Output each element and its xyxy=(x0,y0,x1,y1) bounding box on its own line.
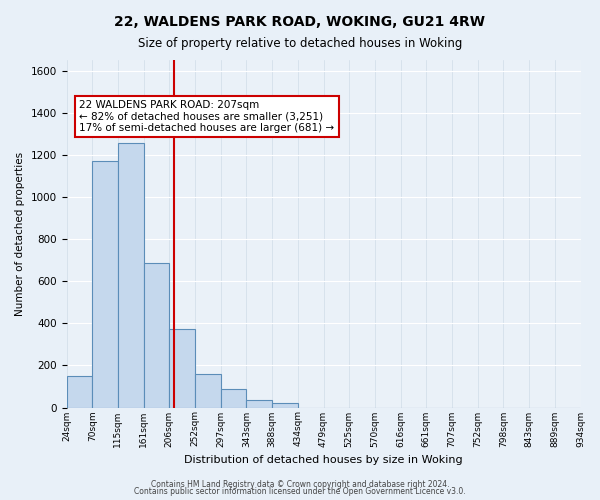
Bar xyxy=(67,376,92,408)
Bar xyxy=(92,161,118,408)
Text: Contains public sector information licensed under the Open Government Licence v3: Contains public sector information licen… xyxy=(134,487,466,496)
Bar xyxy=(247,400,272,407)
Text: 22, WALDENS PARK ROAD, WOKING, GU21 4RW: 22, WALDENS PARK ROAD, WOKING, GU21 4RW xyxy=(115,15,485,29)
X-axis label: Distribution of detached houses by size in Woking: Distribution of detached houses by size … xyxy=(184,455,463,465)
Text: Contains HM Land Registry data © Crown copyright and database right 2024.: Contains HM Land Registry data © Crown c… xyxy=(151,480,449,489)
Text: Size of property relative to detached houses in Woking: Size of property relative to detached ho… xyxy=(138,38,462,51)
Bar xyxy=(169,328,195,407)
Bar xyxy=(221,388,247,407)
Bar xyxy=(272,404,298,407)
Bar xyxy=(118,142,143,408)
Text: 22 WALDENS PARK ROAD: 207sqm
← 82% of detached houses are smaller (3,251)
17% of: 22 WALDENS PARK ROAD: 207sqm ← 82% of de… xyxy=(79,100,335,133)
Bar xyxy=(143,262,169,408)
Bar xyxy=(195,374,221,408)
Y-axis label: Number of detached properties: Number of detached properties xyxy=(15,152,25,316)
